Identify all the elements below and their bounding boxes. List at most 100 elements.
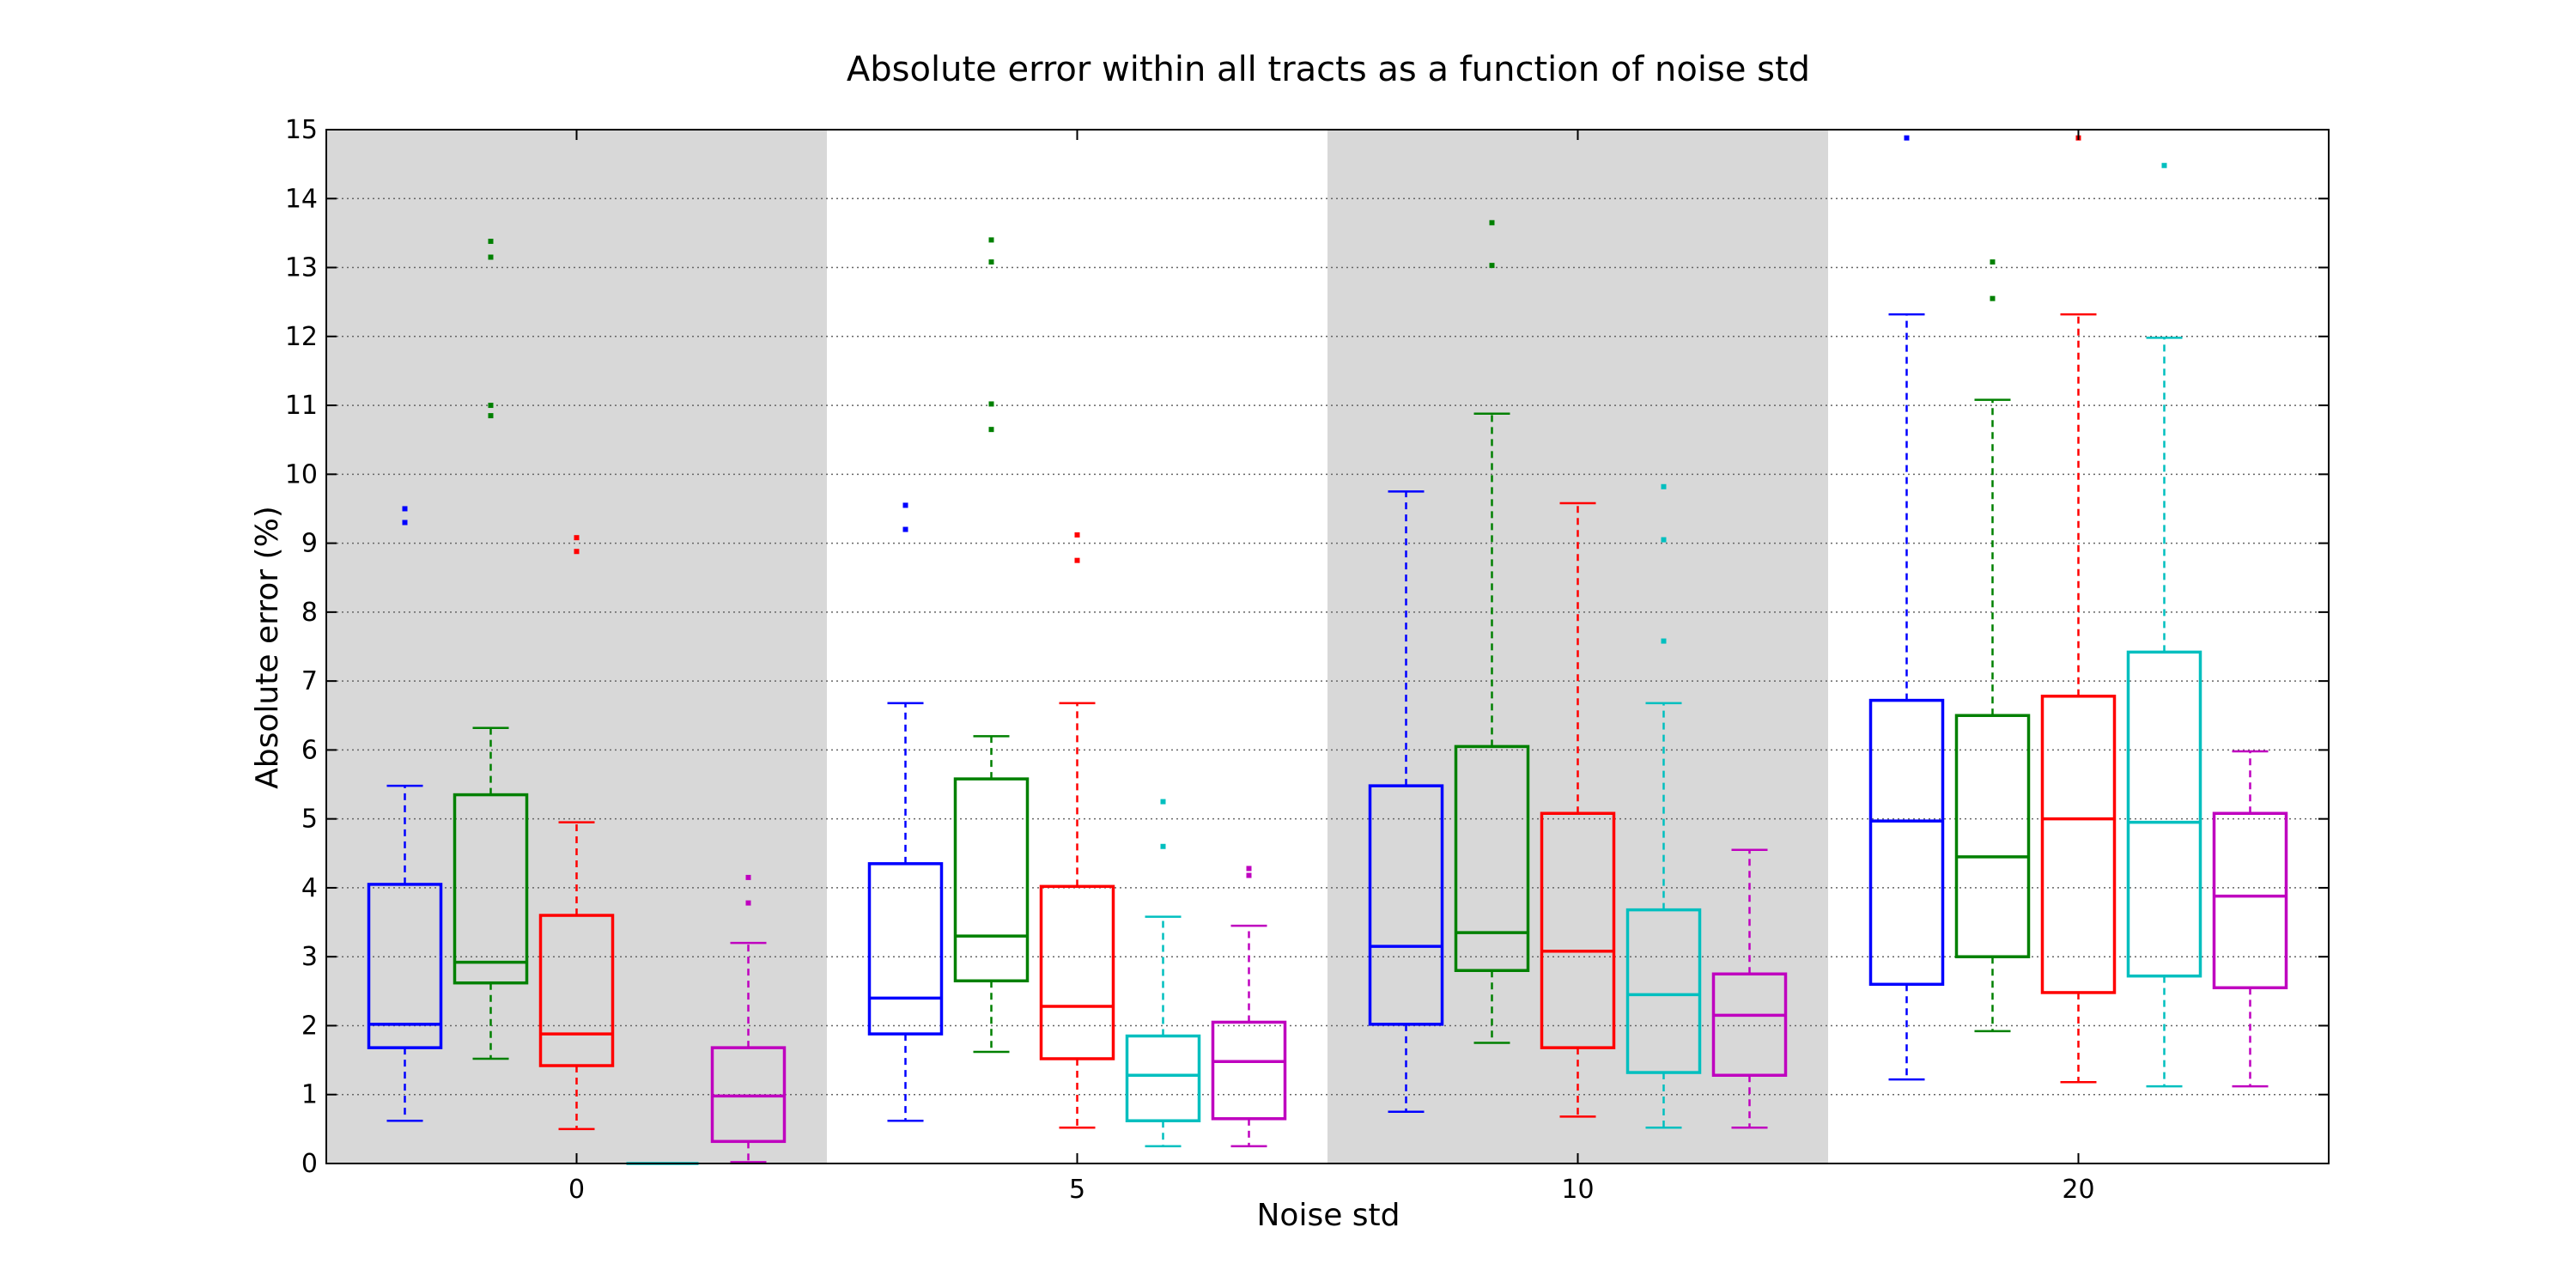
- y-tick-label-0: 0: [301, 1149, 318, 1179]
- box-series4-group-5: [1125, 799, 1201, 1148]
- plot-frame: [325, 129, 2330, 1164]
- box-series1-group-20: [1868, 135, 1945, 1081]
- x-tick-label-10: 10: [1561, 1175, 1594, 1205]
- outlier-point-4: [988, 237, 994, 243]
- outlier-point-4: [488, 239, 494, 245]
- outlier-point-2: [1990, 259, 1996, 265]
- box-iqr: [1625, 908, 1702, 1074]
- x-tick-label-5: 5: [1069, 1175, 1085, 1205]
- box-iqr: [1211, 1020, 1287, 1121]
- box-series5-group-0: [710, 874, 787, 1163]
- outlier-point-1: [1489, 263, 1495, 269]
- box-iqr: [867, 862, 944, 1036]
- group-shade-0: [326, 130, 827, 1163]
- outlier-point-1: [988, 427, 994, 433]
- outlier-point-1: [1074, 557, 1080, 563]
- outlier-point-1: [745, 900, 751, 906]
- box-iqr: [1039, 884, 1115, 1060]
- outlier-point-2: [1074, 532, 1080, 538]
- outlier-point-1: [402, 519, 408, 526]
- y-tick-label-9: 9: [301, 529, 318, 559]
- box-iqr: [2040, 695, 2117, 994]
- outlier-point-2: [1489, 220, 1495, 226]
- box-iqr: [1868, 698, 1945, 987]
- chart-title: Absolute error within all tracts as a fu…: [847, 50, 1810, 89]
- box-series2-group-5: [953, 237, 1030, 1054]
- outlier-point-2: [488, 403, 494, 409]
- box-iqr: [367, 883, 443, 1049]
- outlier-point-3: [988, 259, 994, 265]
- outlier-point-2: [1160, 799, 1166, 805]
- outlier-point-1: [1160, 843, 1166, 849]
- outlier-point-2: [745, 874, 751, 880]
- y-tick-label-12: 12: [285, 322, 318, 352]
- grid-layer: [326, 197, 2329, 1096]
- y-tick-label-15: 15: [285, 115, 318, 145]
- outlier-point-2: [1246, 866, 1252, 872]
- outlier-point-2: [988, 401, 994, 407]
- x-axis-label: Noise std: [1256, 1198, 1400, 1233]
- box-series5-group-5: [1211, 866, 1287, 1148]
- outlier-point-1: [1990, 295, 1996, 301]
- box-iqr: [538, 914, 615, 1067]
- outlier-point-1: [1904, 135, 1910, 141]
- box-series1-group-0: [367, 506, 443, 1122]
- box-series3-group-5: [1039, 532, 1115, 1129]
- box-series3-group-20: [2040, 135, 2117, 1084]
- y-tick-label-5: 5: [301, 805, 318, 835]
- outlier-point-2: [402, 506, 408, 512]
- box-iqr: [1368, 784, 1444, 1026]
- box-iqr: [2212, 811, 2288, 990]
- outlier-point-3: [1661, 483, 1667, 489]
- outlier-point-1: [2161, 162, 2167, 168]
- y-tick-label-11: 11: [285, 391, 318, 421]
- box-iqr: [1711, 972, 1788, 1078]
- y-tick-label-6: 6: [301, 735, 318, 765]
- box-series3-group-0: [538, 535, 615, 1131]
- box-iqr: [1454, 744, 1530, 973]
- box-series1-group-5: [867, 502, 944, 1122]
- box-series2-group-0: [453, 239, 529, 1060]
- box-series3-group-10: [1540, 501, 1616, 1118]
- y-tick-label-14: 14: [285, 184, 318, 214]
- outlier-point-2: [574, 535, 580, 541]
- outlier-point-3: [488, 254, 494, 260]
- box-series2-group-10: [1454, 220, 1530, 1044]
- y-tick-label-10: 10: [285, 459, 318, 489]
- group-shade-10: [1327, 130, 1828, 1163]
- box-series1-group-10: [1368, 490, 1444, 1114]
- box-iqr: [1125, 1034, 1201, 1122]
- outlier-point-1: [1661, 638, 1667, 644]
- box-series4-group-20: [2126, 162, 2202, 1088]
- box-iqr: [1954, 714, 2031, 958]
- outlier-point-1: [1246, 872, 1252, 878]
- box-iqr: [2126, 650, 2202, 978]
- box-iqr: [1540, 811, 1616, 1049]
- x-tick-label-0: 0: [568, 1175, 585, 1205]
- y-tick-label-13: 13: [285, 253, 318, 283]
- x-axis: 0 5 10 20: [568, 130, 2095, 1205]
- box-series2-group-20: [1954, 259, 2031, 1033]
- y-tick-label-2: 2: [301, 1011, 318, 1041]
- group-shading-layer: [326, 130, 1828, 1163]
- outlier-point-1: [488, 413, 494, 419]
- outlier-point-1: [902, 526, 908, 532]
- y-tick-label-4: 4: [301, 873, 318, 903]
- y-tick-label-7: 7: [301, 666, 318, 696]
- outlier-point-2: [1661, 537, 1667, 543]
- box-series5-group-20: [2212, 750, 2288, 1088]
- y-axis-label: Absolute error (%): [250, 506, 285, 789]
- boxes-layer: [367, 135, 2288, 1165]
- box-series4-group-10: [1625, 483, 1702, 1129]
- outlier-point-1: [574, 549, 580, 555]
- x-tick-label-20: 20: [2062, 1175, 2094, 1205]
- box-iqr: [453, 793, 529, 985]
- outlier-point-2: [902, 502, 908, 508]
- box-iqr: [953, 777, 1030, 983]
- y-tick-label-8: 8: [301, 598, 318, 628]
- box-series5-group-10: [1711, 848, 1788, 1129]
- y-tick-label-1: 1: [301, 1080, 318, 1110]
- y-tick-label-3: 3: [301, 942, 318, 972]
